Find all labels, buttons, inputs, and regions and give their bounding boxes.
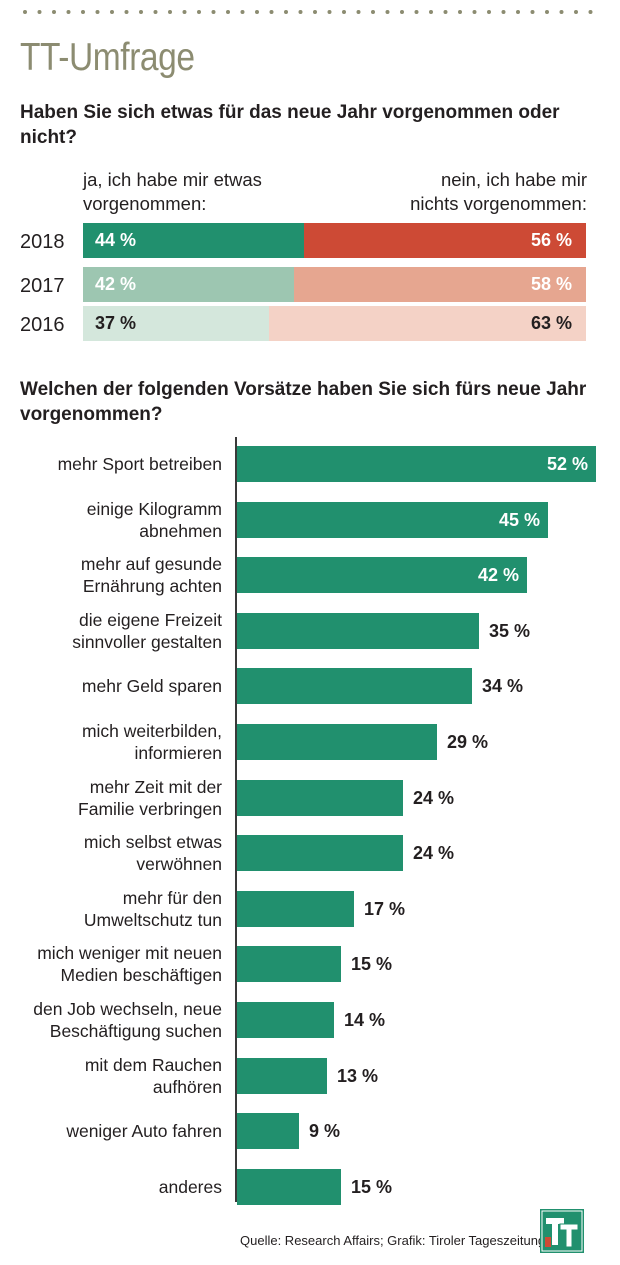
tt-logo xyxy=(540,1209,584,1253)
bar-row: mehr für den Umweltschutz tun 17 % xyxy=(0,882,620,936)
bar-value-label: 13 % xyxy=(337,1066,379,1086)
bar-category-label: mehr Sport betreiben xyxy=(57,454,222,474)
legend-no: nein, ich habe mir nichts vorgenommen: xyxy=(410,169,587,214)
bar-row: die eigene Freizeit sinnvoller gestalten… xyxy=(0,604,620,658)
bar-category-label: mich selbst etwas verwöhnen xyxy=(83,832,222,874)
year-row-2016: 2016 37 % 63 % xyxy=(0,306,620,341)
bar xyxy=(237,613,479,649)
bar xyxy=(237,502,548,538)
source-credit: Quelle: Research Affairs; Grafik: Tirole… xyxy=(240,1233,546,1248)
question-2: Welchen der folgenden Vorsätze haben Sie… xyxy=(20,379,587,425)
bar-segment-no: 58 % xyxy=(294,267,586,302)
bar-value-label: 34 % xyxy=(482,676,524,696)
bar xyxy=(237,1002,334,1038)
bar-row: mich weiterbilden, informieren 29 % xyxy=(0,715,620,769)
year-label: 2017 xyxy=(20,275,65,297)
bar-value-label: 52 % xyxy=(546,454,588,474)
bar-category-label: mich weiterbilden, informieren xyxy=(81,721,222,763)
bar-value-label: 35 % xyxy=(489,621,531,641)
bar-row: mehr Sport betreiben 52 % xyxy=(0,437,620,491)
bar-category-label: anderes xyxy=(158,1177,222,1197)
year-label: 2016 xyxy=(20,314,65,336)
bar-value-label: 24 % xyxy=(413,788,455,808)
bar-row: einige Kilogramm abnehmen 45 % xyxy=(0,493,620,547)
bar-value-label: 29 % xyxy=(447,732,489,752)
question-1: Haben Sie sich etwas für das neue Jahr v… xyxy=(20,102,560,148)
year-row-2018: 2018 44 % 56 % xyxy=(0,223,620,258)
bar-value-label: 17 % xyxy=(364,899,406,919)
bar-category-label: mehr Geld sparen xyxy=(81,676,222,696)
bar-axis-line xyxy=(235,437,237,1202)
bar-category-label: den Job wechseln, neue Beschäftigung suc… xyxy=(33,999,222,1041)
bar-value-label: 14 % xyxy=(344,1010,386,1030)
bar-row: mehr Geld sparen 34 % xyxy=(0,659,620,713)
bar-category-label: mit dem Rauchen aufhören xyxy=(84,1055,222,1097)
bar-row: den Job wechseln, neue Beschäftigung suc… xyxy=(0,993,620,1047)
bar-value-label: 24 % xyxy=(413,843,455,863)
bar-row: mit dem Rauchen aufhören 13 % xyxy=(0,1049,620,1103)
page-title: TT-Umfrage xyxy=(20,36,195,79)
bar-row: mich selbst etwas verwöhnen 24 % xyxy=(0,826,620,880)
bar xyxy=(237,1113,299,1149)
bar-category-label: mehr auf gesunde Ernährung achten xyxy=(80,554,222,596)
bar-value-label: 15 % xyxy=(351,954,393,974)
bar xyxy=(237,724,437,760)
bar-category-label: mehr für den Umweltschutz tun xyxy=(83,888,222,930)
bar xyxy=(237,557,527,593)
bar-segment-no: 56 % xyxy=(304,223,586,258)
bar-value-label: 15 % xyxy=(351,1177,393,1197)
bar-category-label: einige Kilogramm abnehmen xyxy=(86,499,222,541)
bar-row: weniger Auto fahren 9 % xyxy=(0,1104,620,1158)
legend-yes: ja, ich habe mir etwas vorgenommen: xyxy=(83,169,262,214)
bar-value-label: 45 % xyxy=(498,510,540,530)
bar-row: mehr Zeit mit der Familie verbringen 24 % xyxy=(0,771,620,825)
bar xyxy=(237,1058,327,1094)
bar-row: anderes 15 % xyxy=(0,1160,620,1214)
year-row-2017: 2017 42 % 58 % xyxy=(0,267,620,302)
bar-segment-yes: 42 % xyxy=(83,267,294,302)
bar-segment-no: 63 % xyxy=(269,306,586,341)
bar-segment-yes: 37 % xyxy=(83,306,269,341)
bar-segment-yes: 44 % xyxy=(83,223,304,258)
bar xyxy=(237,446,596,482)
year-label: 2018 xyxy=(20,231,65,253)
bar xyxy=(237,668,472,704)
bar-value-label: 9 % xyxy=(309,1121,341,1141)
bar-category-label: weniger Auto fahren xyxy=(66,1121,222,1141)
dotted-rule xyxy=(23,10,600,14)
bar-row: mich weniger mit neuen Medien beschäftig… xyxy=(0,937,620,991)
bar-value-label: 42 % xyxy=(477,565,519,585)
bar xyxy=(237,780,403,816)
bar-category-label: mich weniger mit neuen Medien beschäftig… xyxy=(37,943,222,985)
bar xyxy=(237,1169,341,1205)
bar xyxy=(237,891,354,927)
bar xyxy=(237,835,403,871)
bar-row: mehr auf gesunde Ernährung achten 42 % xyxy=(0,548,620,602)
bar xyxy=(237,946,341,982)
bar-category-label: die eigene Freizeit sinnvoller gestalten xyxy=(72,610,222,652)
bar-category-label: mehr Zeit mit der Familie verbringen xyxy=(78,777,222,819)
